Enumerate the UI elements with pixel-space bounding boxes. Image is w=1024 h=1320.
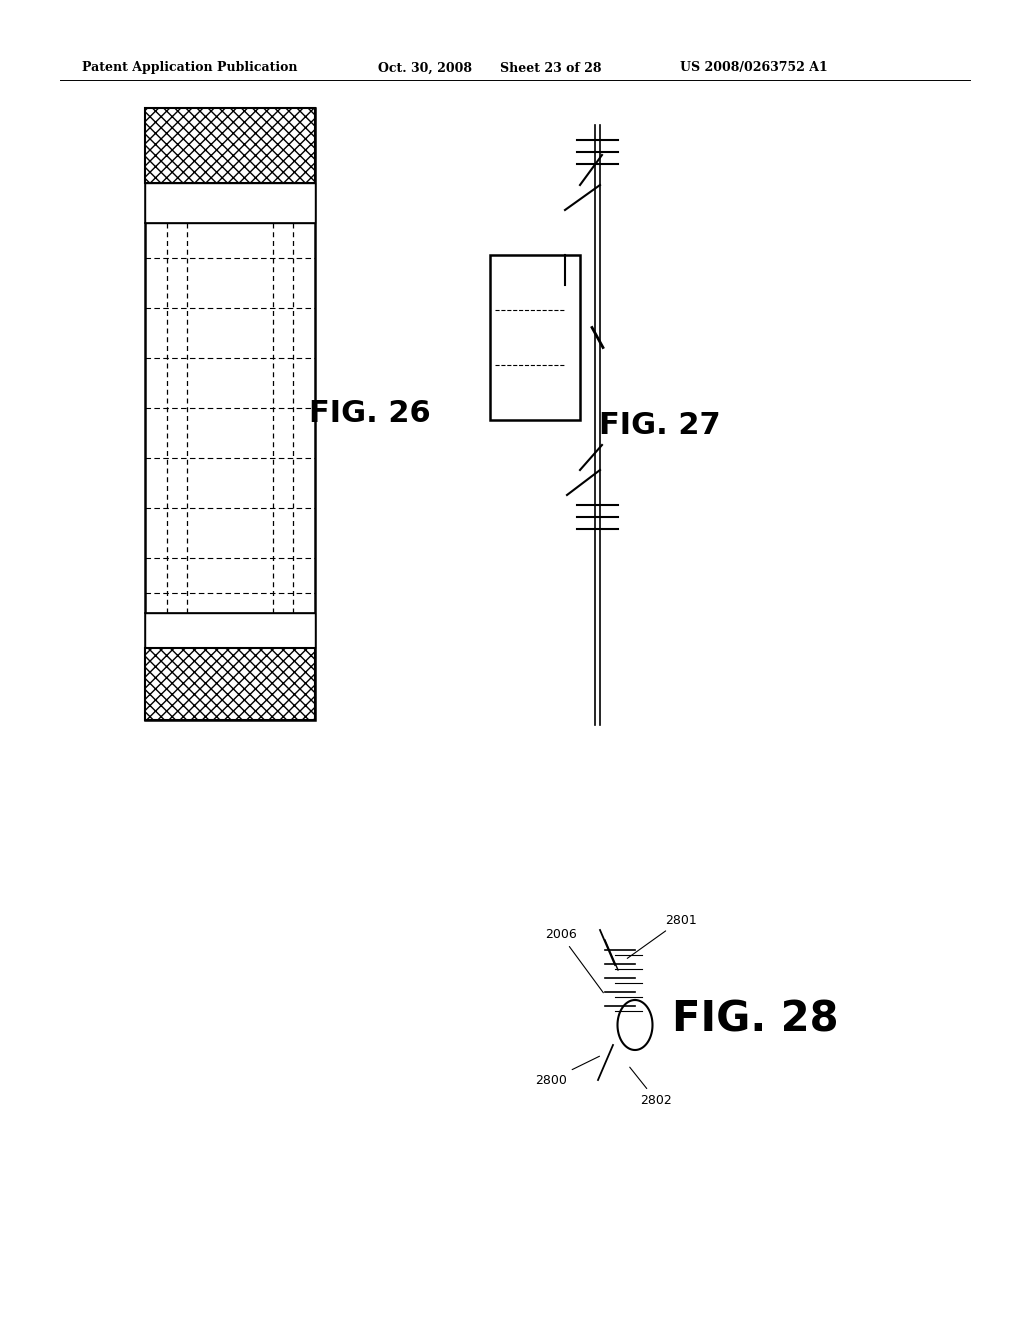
Text: FIG. 27: FIG. 27 — [599, 411, 721, 440]
Text: FIG. 28: FIG. 28 — [672, 999, 839, 1041]
Text: 2800: 2800 — [535, 1056, 599, 1086]
Bar — [145, 108, 315, 183]
Bar — [145, 183, 315, 223]
Bar — [490, 255, 580, 420]
Text: 2802: 2802 — [630, 1067, 672, 1106]
Text: 2801: 2801 — [628, 913, 696, 958]
Text: FIG. 26: FIG. 26 — [309, 400, 431, 429]
Bar — [145, 648, 315, 719]
Text: 2006: 2006 — [545, 928, 603, 993]
Text: Oct. 30, 2008: Oct. 30, 2008 — [378, 62, 472, 74]
Text: US 2008/0263752 A1: US 2008/0263752 A1 — [680, 62, 827, 74]
Bar — [145, 612, 315, 648]
Bar — [145, 108, 315, 719]
Text: Patent Application Publication: Patent Application Publication — [82, 62, 298, 74]
Text: Sheet 23 of 28: Sheet 23 of 28 — [500, 62, 601, 74]
